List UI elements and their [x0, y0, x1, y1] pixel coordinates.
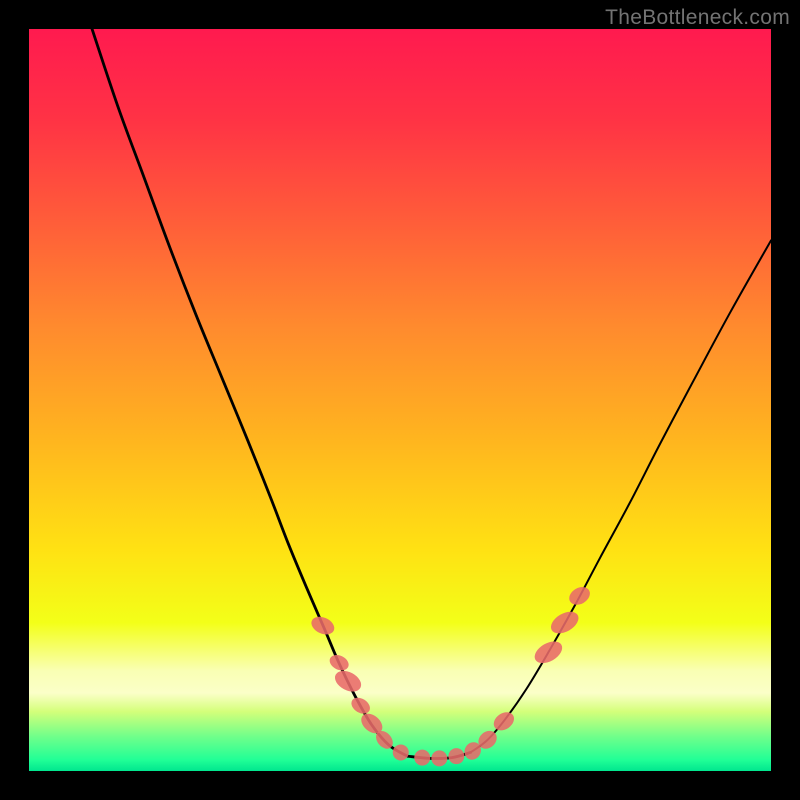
- gradient-background: [29, 29, 771, 771]
- plot-area: [29, 29, 771, 771]
- marker-dot: [448, 748, 464, 764]
- marker-dot: [431, 750, 447, 766]
- chart-canvas: [0, 0, 800, 800]
- watermark-label: TheBottleneck.com: [605, 6, 790, 30]
- marker-dot: [414, 750, 430, 766]
- chart-root: TheBottleneck.com: [0, 0, 800, 800]
- marker-dot: [393, 744, 409, 760]
